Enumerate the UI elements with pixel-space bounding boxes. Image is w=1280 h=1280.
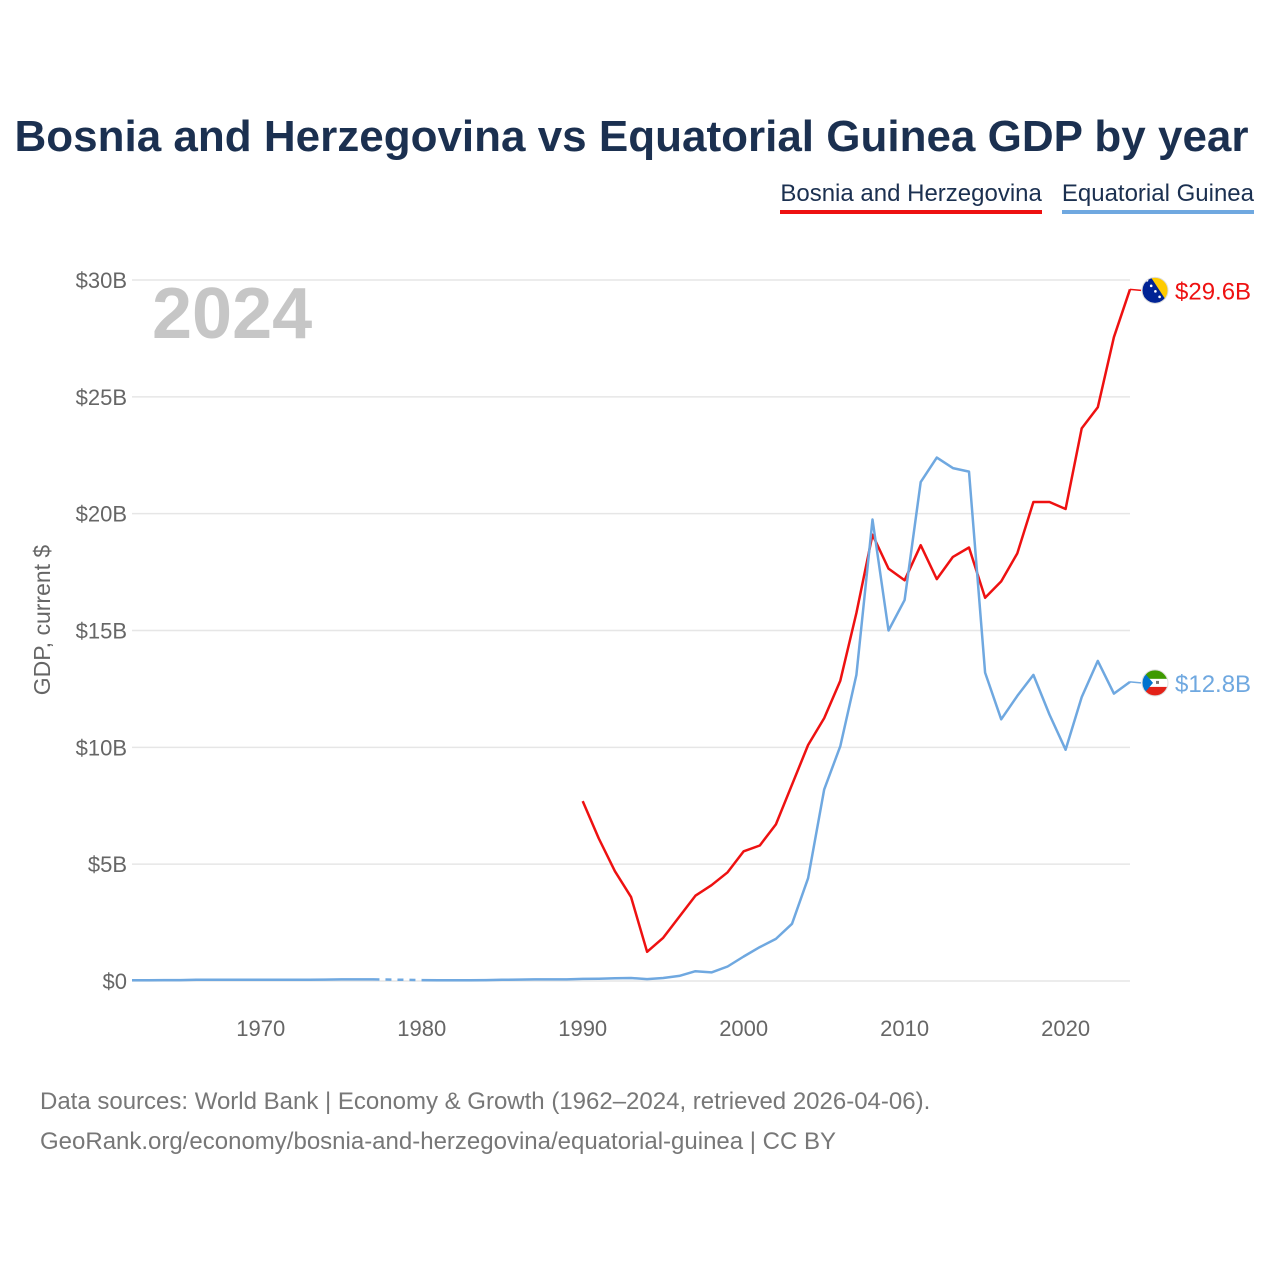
end-label-connector: [1129, 288, 1142, 292]
source-url[interactable]: GeoRank.org/economy/bosnia-and-herzegovi…: [40, 1128, 837, 1155]
y-tick-label: $30B: [76, 268, 127, 293]
legend-item-bosnia[interactable]: Bosnia and Herzegovina: [780, 180, 1042, 214]
x-tick-label: 1980: [397, 1016, 446, 1041]
y-tick-label: $10B: [76, 735, 127, 760]
series-line-1: [421, 456, 1131, 982]
footer: Data sources: World Bank | Economy & Gro…: [40, 1082, 930, 1162]
end-value-label: $29.6B: [1175, 278, 1251, 305]
y-tick-label: $15B: [76, 619, 127, 644]
series-end-labels: $29.6B $12.8B: [1129, 276, 1251, 698]
series-gap-1: [373, 978, 422, 982]
gridlines: [132, 279, 1130, 982]
end-value-label: $12.8B: [1175, 671, 1251, 698]
series-line-1: [132, 978, 374, 982]
end-label-connector: [1129, 681, 1142, 684]
data-source-text: Data sources: World Bank | Economy & Gro…: [40, 1088, 931, 1115]
legend-item-equatorial-guinea[interactable]: Equatorial Guinea: [1061, 180, 1254, 214]
x-axis-ticks: 1970 1980 1990 2000 2010 2020: [236, 1016, 1090, 1041]
y-tick-label: $20B: [76, 502, 127, 527]
chart-title: Bosnia and Herzegovina vs Equatorial Gui…: [14, 112, 1249, 161]
x-tick-label: 2000: [719, 1016, 768, 1041]
y-tick-label: $0: [103, 969, 127, 994]
x-tick-label: 2010: [880, 1016, 929, 1041]
x-tick-label: 2020: [1041, 1016, 1090, 1041]
y-tick-label: $5B: [88, 852, 127, 877]
equatorial-guinea-flag-icon: [1141, 669, 1169, 697]
series-lines: [132, 288, 1132, 982]
y-axis-ticks: $0 $5B $10B $15B $20B $25B $30B: [76, 268, 127, 994]
y-axis-label: GDP, current $: [29, 545, 55, 696]
year-watermark: 2024: [152, 274, 312, 354]
y-tick-label: $25B: [76, 385, 127, 410]
x-tick-label: 1970: [236, 1016, 285, 1041]
bosnia-flag-icon: [1141, 276, 1169, 304]
legend: Bosnia and Herzegovina Equatorial Guinea: [780, 180, 1254, 214]
x-tick-label: 1990: [558, 1016, 607, 1041]
series-line-0: [581, 288, 1132, 954]
